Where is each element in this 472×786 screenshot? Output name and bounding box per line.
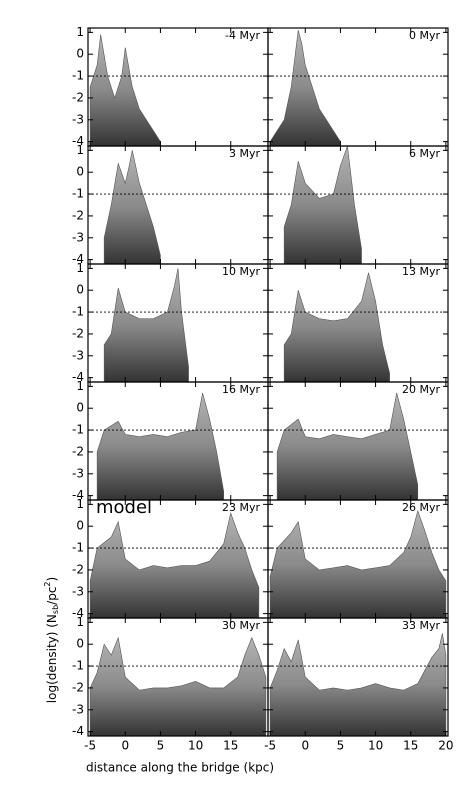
y-tick-label: -1 [72,423,84,437]
x-tick-label: 5 [157,739,165,753]
panel-frame [267,617,449,737]
panel: 26 Myr [267,499,449,619]
panel-title: 10 Myr [222,265,260,278]
panel-title: 20 Myr [402,383,440,396]
panel-title: 33 Myr [402,619,440,632]
panel-title: 30 Myr [222,619,260,632]
density-area [269,633,447,737]
y-tick-label: 0 [76,519,84,533]
panel: 1 0 -1 -2 -3 -4 10 Myr [72,261,269,384]
y-tick-label: 0 [76,401,84,415]
y-tick-label: 0 [76,283,84,297]
y-tick-label: 0 [76,47,84,61]
annotation: model [96,497,152,518]
panel: 1 0 -1 -2 -3 -4 16 Myr [72,379,269,502]
x-tick-label: 15 [403,739,418,753]
density-area [103,268,189,383]
y-tick-label: -1 [72,305,84,319]
y-tick-label: -4 [72,488,84,502]
panel: -5 0 5 10 15 20 33 Myr [264,617,454,753]
y-label-part: /pc [45,587,59,605]
y-tick-label: 1 [76,261,84,275]
density-area [89,636,267,737]
y-tick-label: 0 [76,165,84,179]
y-tick-label: -4 [72,252,84,266]
density-area [276,392,419,501]
x-tick-label: 5 [337,739,345,753]
panel: 1 0 -1 -2 -3 -4 23 Myr [72,497,269,620]
y-tick-label: -4 [72,134,84,148]
density-area [103,150,161,265]
density-area [283,145,362,265]
x-tick-label: 10 [368,739,383,753]
density-area [89,34,161,147]
panel-title: 0 Myr [409,29,440,42]
y-label-part: ) [45,577,59,582]
y-tick-label: -1 [72,187,84,201]
x-tick-label: 0 [121,739,129,753]
panel-title: 23 Myr [222,501,260,514]
y-tick-label: -4 [72,724,84,738]
y-tick-label: -2 [72,208,84,222]
x-tick-label: 0 [301,739,309,753]
y-label-sub: sb [51,605,60,614]
panel: 1 0 -1 -2 -3 -4 -4 Myr [72,25,269,148]
x-tick-label: 20 [438,739,453,753]
y-tick-label: -4 [72,606,84,620]
y-label-sup: 2 [43,581,52,586]
x-tick-label: -5 [84,739,96,753]
y-tick-label: 1 [76,497,84,511]
y-tick-label: -2 [72,326,84,340]
panel-title: 26 Myr [402,501,440,514]
density-area [89,512,260,619]
y-label-part: log(density) (N [45,614,59,703]
y-tick-label: 1 [76,379,84,393]
y-tick-label: -3 [72,348,84,362]
panel: 0 Myr [267,27,449,147]
panel-title: 6 Myr [409,147,440,160]
panel-title: -4 Myr [225,29,260,42]
x-tick-label: 15 [223,739,238,753]
y-tick-label: -4 [72,370,84,384]
y-tick-label: -3 [72,702,84,716]
panel: 20 Myr [267,381,449,501]
panel-title: 16 Myr [222,383,260,396]
y-tick-label: -3 [72,466,84,480]
panel: 1 0 -1 -2 -3 -4 3 Myr [72,143,269,266]
panel: 6 Myr [267,145,449,265]
y-tick-label: -1 [72,541,84,555]
y-axis-label: log(density) (Nsb/pc2) [43,577,60,703]
density-area [96,392,225,501]
y-tick-label: -2 [72,444,84,458]
density-area [283,272,390,383]
x-tick-label: 10 [188,739,203,753]
y-tick-label: 1 [76,143,84,157]
y-tick-label: 0 [76,637,84,651]
y-tick-label: -2 [72,562,84,576]
panel: 13 Myr [267,263,449,383]
y-tick-label: -3 [72,230,84,244]
panel-title: 3 Myr [229,147,260,160]
x-tick-label: -5 [264,739,276,753]
y-tick-label: -2 [72,90,84,104]
y-tick-label: -3 [72,584,84,598]
y-tick-label: -1 [72,69,84,83]
y-tick-label: -1 [72,659,84,673]
panel-title: 13 Myr [402,265,440,278]
density-area [269,30,341,147]
density-area [269,509,447,619]
y-tick-label: -3 [72,112,84,126]
x-axis-label: distance along the bridge (kpc) [86,761,274,775]
y-tick-label: 1 [76,615,84,629]
y-tick-label: 1 [76,25,84,39]
y-tick-label: -2 [72,680,84,694]
